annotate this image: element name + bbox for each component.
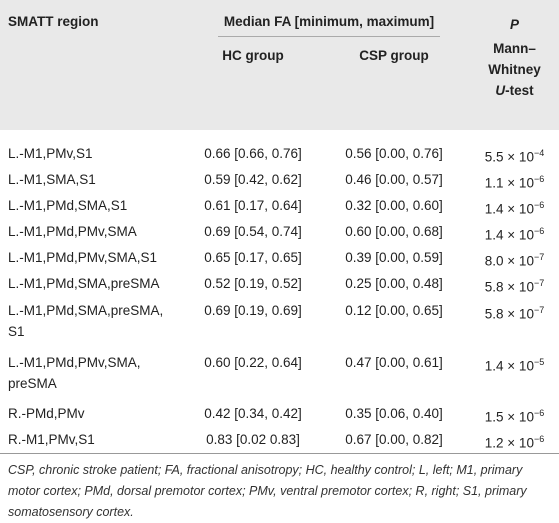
region-cell: L.-M1,PMd,SMA,S1 <box>0 193 188 219</box>
region-cell: L.-M1,PMd,PMv,SMA,S1 <box>0 245 188 271</box>
region-cell: L.-M1,PMd,SMA,preSMA, S1 <box>0 297 188 349</box>
csp-cell: 0.56 [0.00, 0.76] <box>345 146 443 161</box>
p-exponent: −7 <box>533 278 545 288</box>
region-text: L.-M1,PMd,SMA,preSMA, <box>8 303 164 318</box>
hc-cell: 0.59 [0.42, 0.62] <box>204 172 302 187</box>
table-row: R.-M1,PMv,S1 0.83 [0.02 0.83] 0.67 [0.00, … <box>0 427 559 453</box>
csp-cell: 0.46 [0.00, 0.57] <box>345 172 443 187</box>
hc-cell: 0.83 [0.02 0.83] <box>206 432 300 447</box>
region-text: L.-M1,PMd,SMA,preSMA <box>8 276 160 291</box>
p-cell: 5.5 × 10−4 <box>470 130 559 167</box>
region-text: L.-M1,PMd,SMA,S1 <box>8 198 128 213</box>
table-row: L.-M1,PMd,PMv,SMA 0.69 [0.54, 0.74] 0.60 [… <box>0 219 559 245</box>
table-row: R.-PMd,PMv 0.42 [0.34, 0.42] 0.35 [0.06, 0… <box>0 401 559 427</box>
p-exponent: −6 <box>533 408 545 418</box>
p-exponent: −6 <box>533 200 545 210</box>
table-row: L.-M1,PMd,SMA,preSMA 0.52 [0.19, 0.52] 0.2… <box>0 271 559 297</box>
p-exponent: −6 <box>533 174 545 184</box>
p-cell: 1.1 × 10−6 <box>470 167 559 193</box>
region-text: preSMA <box>8 376 57 391</box>
csp-cell: 0.67 [0.00, 0.82] <box>345 432 443 447</box>
region-text: L.-M1,PMd,PMv,SMA <box>8 224 137 239</box>
region-text: L.-M1,SMA,S1 <box>8 172 96 187</box>
header-cell: Median FA [minimum, maximum] <box>188 0 470 38</box>
hc-cell: 0.69 [0.19, 0.69] <box>204 303 302 318</box>
p-base: 1.2 × 10 <box>484 435 534 451</box>
header-cell: P <box>509 17 519 32</box>
hc-cell: 0.61 [0.17, 0.64] <box>204 198 302 213</box>
header-italic: U <box>495 83 506 98</box>
p-exponent: −7 <box>533 305 545 315</box>
region-text: R.-M1,PMv,S1 <box>8 432 95 447</box>
hc-cell: 0.60 [0.22, 0.64] <box>204 355 302 370</box>
p-exponent: −5 <box>533 357 545 367</box>
p-exponent: −4 <box>533 148 545 158</box>
table-row: L.-M1,PMd,SMA,S1 0.61 [0.17, 0.64] 0.32 [0… <box>0 193 559 219</box>
p-cell: 1.5 × 10−6 <box>470 401 559 427</box>
csp-cell: 0.47 [0.00, 0.61] <box>345 355 443 370</box>
region-text: R.-PMd,PMv <box>8 406 85 421</box>
header-cell <box>0 38 188 130</box>
p-base: 1.5 × 10 <box>484 409 534 425</box>
table-row: L.-M1,SMA,S1 0.59 [0.42, 0.62] 0.46 [0.00,… <box>0 167 559 193</box>
p-exponent: −6 <box>533 226 545 236</box>
p-cell: 1.4 × 10−5 <box>470 349 559 401</box>
hc-cell: 0.52 [0.19, 0.52] <box>204 276 302 291</box>
table-row: L.-M1,PMd,SMA,preSMA, S1 0.69 [0.19, 0.69]… <box>0 297 559 349</box>
csp-cell: 0.12 [0.00, 0.65] <box>345 303 443 318</box>
table-body: L.-M1,PMv,S1 0.66 [0.66, 0.76] 0.56 [0.00,… <box>0 130 559 453</box>
p-base: 1.1 × 10 <box>484 175 534 191</box>
footnote: CSP, chronic stroke patient; FA, fractio… <box>8 462 527 519</box>
hc-cell: 0.66 [0.66, 0.76] <box>204 146 302 161</box>
csp-cell: 0.32 [0.00, 0.60] <box>345 198 443 213</box>
p-base: 5.8 × 10 <box>484 279 534 295</box>
region-text: L.-M1,PMd,PMv,SMA, <box>8 355 141 370</box>
p-base: 5.8 × 10 <box>484 306 534 322</box>
csp-cell: 0.35 [0.06, 0.40] <box>345 406 443 421</box>
header-text: Median FA [minimum, maximum] <box>217 14 441 37</box>
region-cell: L.-M1,PMd,PMv,SMA <box>0 219 188 245</box>
header-line: Whitney <box>488 62 541 77</box>
hc-cell: 0.69 [0.54, 0.74] <box>204 224 302 239</box>
p-base: 1.4 × 10 <box>484 201 534 217</box>
region-text: S1 <box>8 324 25 339</box>
header-text: -test <box>505 83 534 98</box>
p-cell: 8.0 × 10−7 <box>470 245 559 271</box>
region-cell: L.-M1,PMv,S1 <box>0 130 188 167</box>
hc-cell: 0.42 [0.34, 0.42] <box>204 406 302 421</box>
region-cell: L.-M1,PMd,PMv,SMA, preSMA <box>0 349 188 401</box>
table-row: L.-M1,PMd,PMv,SMA, preSMA 0.60 [0.22, 0.64… <box>0 349 559 401</box>
header-cell: Mann– Whitney U-test <box>470 38 559 130</box>
region-cell: R.-PMd,PMv <box>0 401 188 427</box>
header-line: Mann– <box>493 41 536 56</box>
csp-cell: 0.60 [0.00, 0.68] <box>345 224 443 239</box>
hc-cell: 0.65 [0.17, 0.65] <box>204 250 302 265</box>
p-cell: 5.8 × 10−7 <box>470 271 559 297</box>
region-cell: R.-M1,PMv,S1 <box>0 427 188 453</box>
p-base: 5.5 × 10 <box>484 149 534 165</box>
p-base: 8.0 × 10 <box>484 253 534 269</box>
table-row: L.-M1,PMd,PMv,SMA,S1 0.65 [0.17, 0.65] 0.3… <box>0 245 559 271</box>
p-exponent: −7 <box>533 252 545 262</box>
p-cell: 1.4 × 10−6 <box>470 193 559 219</box>
header-cell: HC group <box>222 48 284 63</box>
region-text: L.-M1,PMd,PMv,SMA,S1 <box>8 250 158 265</box>
header-cell: SMATT region <box>8 14 99 29</box>
table: SMATT region Median FA [minimum, maximum… <box>0 0 559 453</box>
p-exponent: −6 <box>533 434 545 444</box>
header-cell: CSP group <box>359 48 429 63</box>
csp-cell: 0.25 [0.00, 0.48] <box>345 276 443 291</box>
region-text: L.-M1,PMv,S1 <box>8 146 93 161</box>
p-cell: 5.8 × 10−7 <box>470 297 559 349</box>
p-cell: 1.4 × 10−6 <box>470 219 559 245</box>
p-cell: 1.2 × 10−6 <box>470 427 559 453</box>
region-cell: L.-M1,PMd,SMA,preSMA <box>0 271 188 297</box>
p-base: 1.4 × 10 <box>484 358 534 374</box>
p-base: 1.4 × 10 <box>484 227 534 243</box>
region-cell: L.-M1,SMA,S1 <box>0 167 188 193</box>
table-row: L.-M1,PMv,S1 0.66 [0.66, 0.76] 0.56 [0.00,… <box>0 130 559 167</box>
csp-cell: 0.39 [0.00, 0.59] <box>345 250 443 265</box>
